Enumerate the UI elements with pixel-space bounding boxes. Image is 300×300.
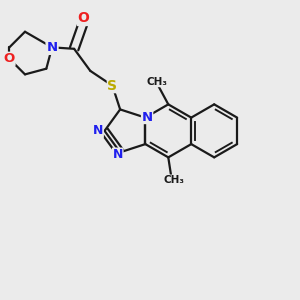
Text: N: N: [142, 110, 153, 124]
Text: N: N: [93, 124, 103, 137]
Text: CH₃: CH₃: [164, 175, 185, 185]
Text: N: N: [46, 40, 58, 54]
Text: CH₃: CH₃: [146, 77, 167, 87]
Text: N: N: [112, 148, 123, 161]
Text: N: N: [46, 41, 58, 54]
Text: S: S: [107, 79, 117, 93]
Text: O: O: [78, 11, 89, 26]
Text: O: O: [4, 52, 15, 65]
